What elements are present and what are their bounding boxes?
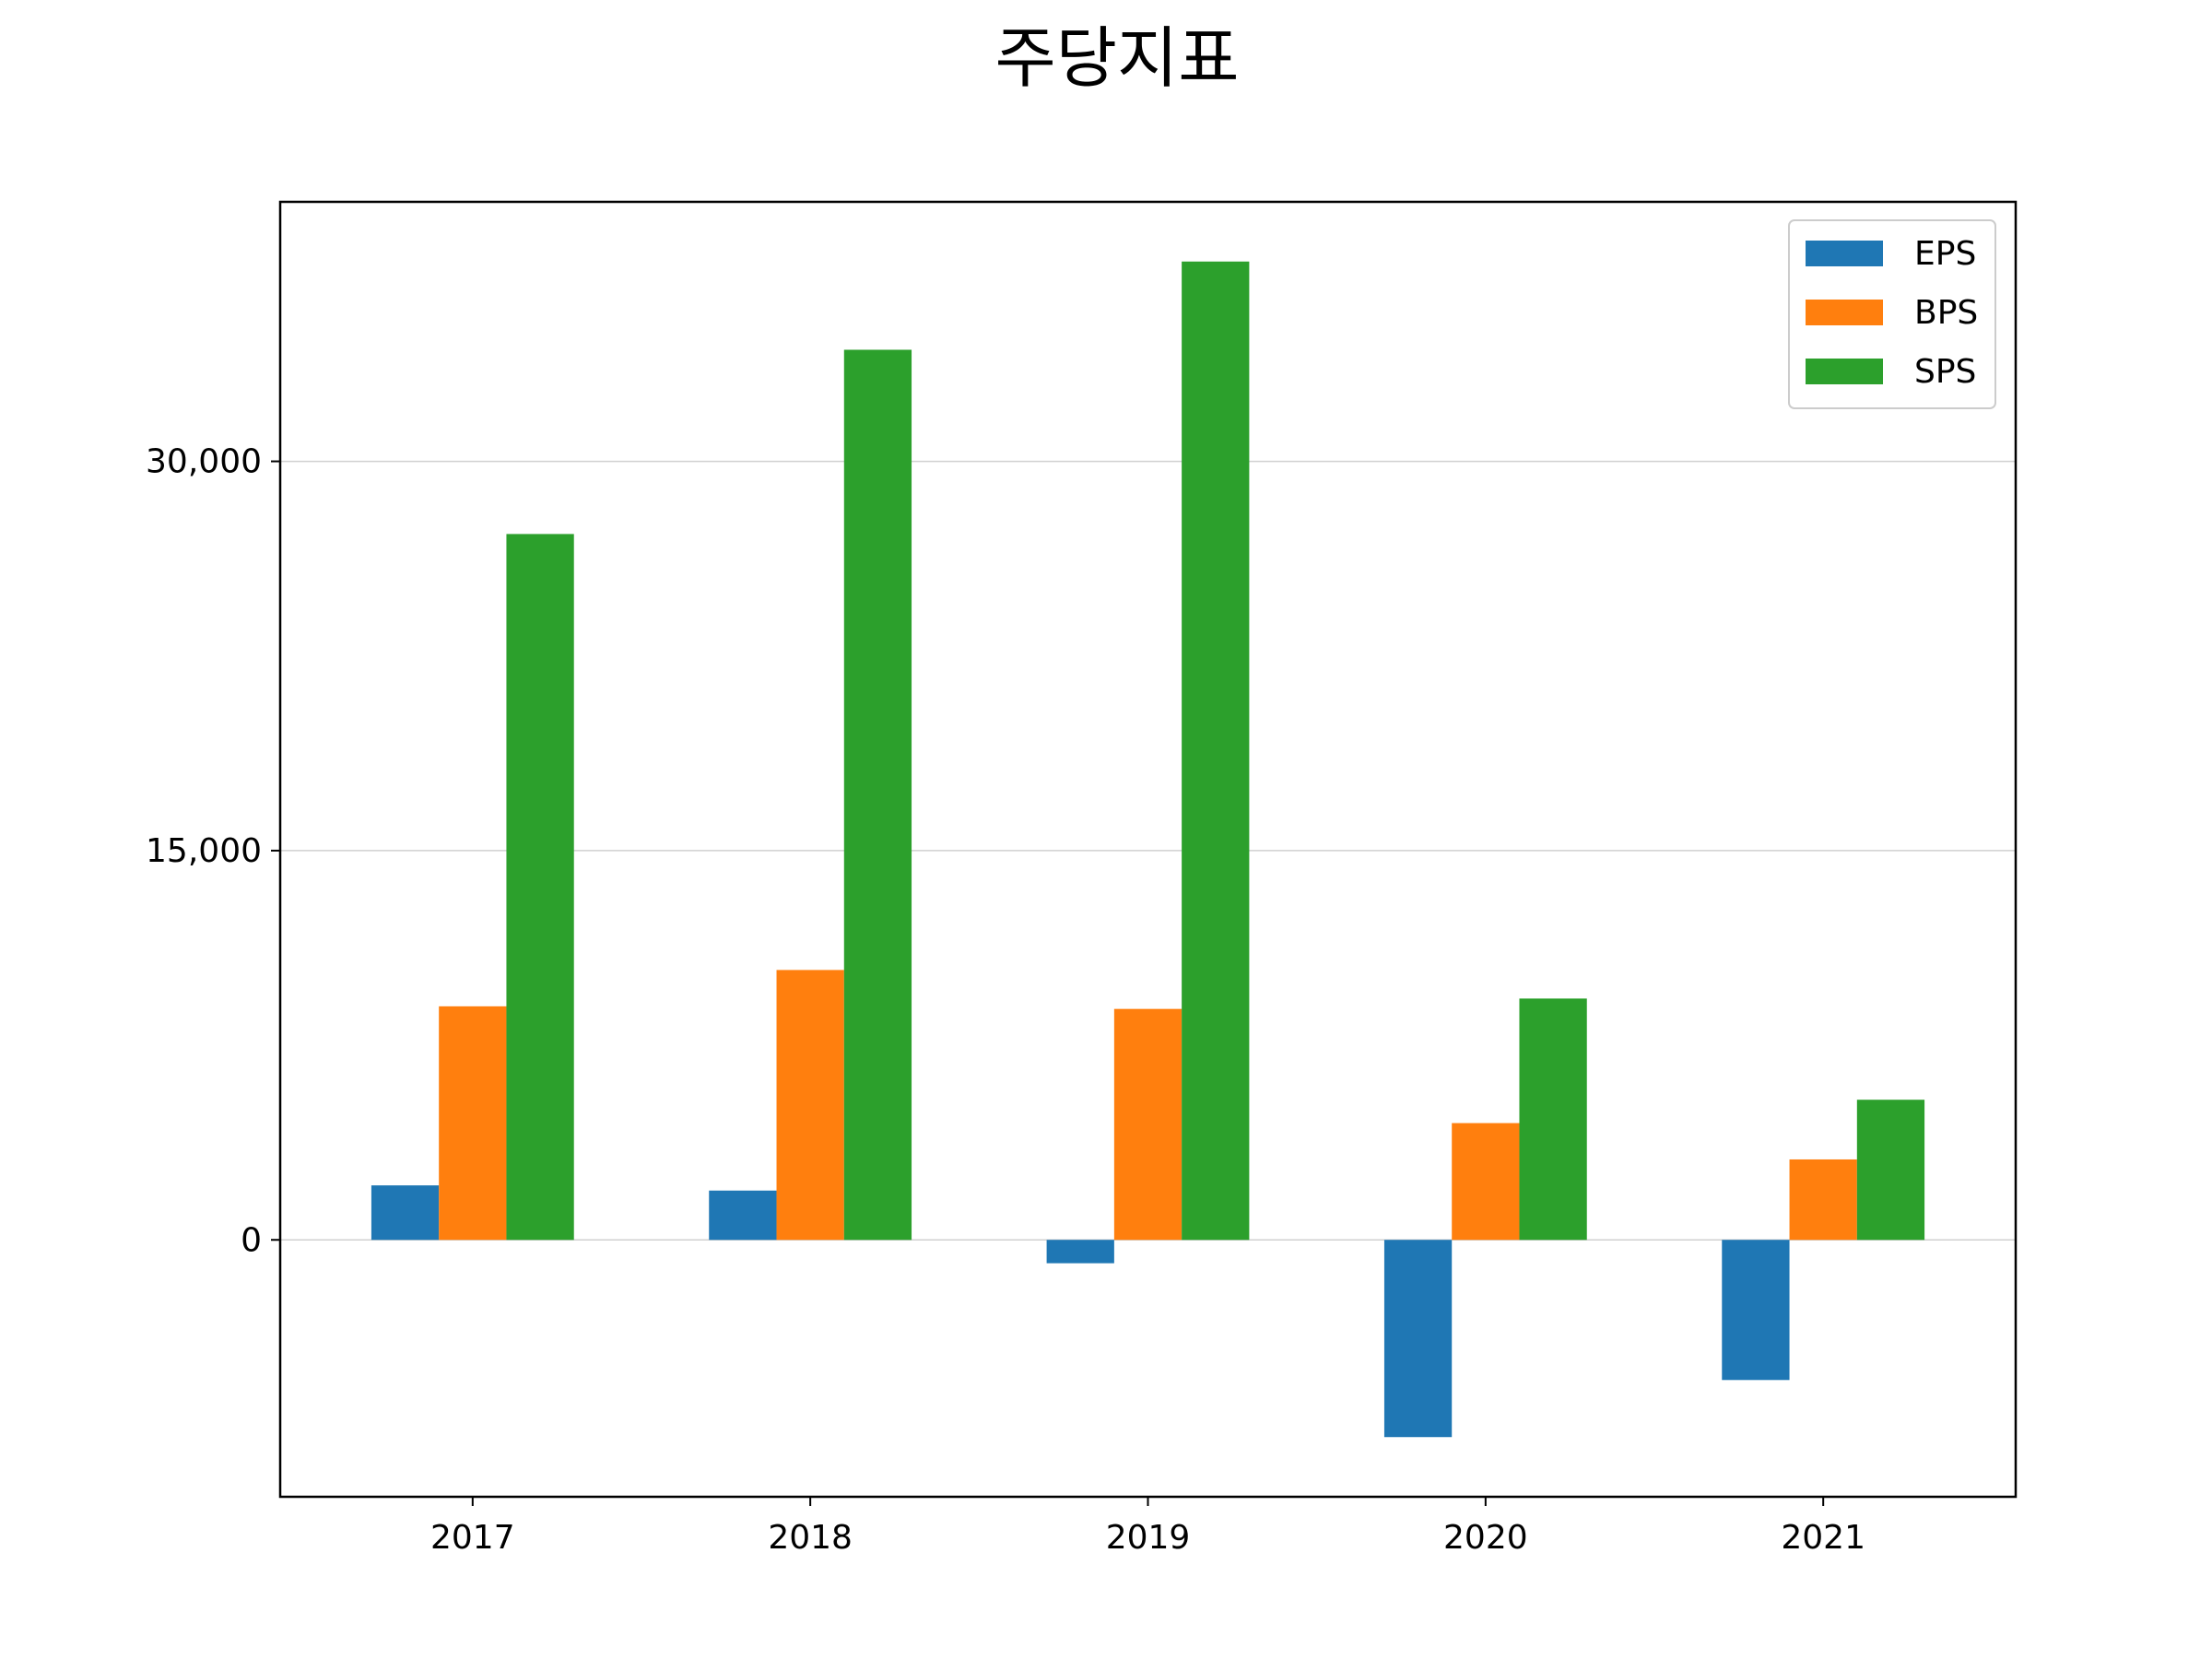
bar-bps-2020 — [1452, 1123, 1520, 1241]
bar-eps-2020 — [1383, 1240, 1453, 1438]
bar-sps-2021 — [1856, 1100, 1925, 1241]
bar-bps-2017 — [439, 1006, 507, 1241]
bar-bps-2018 — [776, 970, 844, 1241]
legend-label-bps: BPS — [1914, 294, 1978, 332]
bars — [371, 261, 1925, 1438]
bar-eps-2018 — [709, 1190, 777, 1241]
axis-ticks: 0 15,000 30,000 2017 2018 2019 2020 2021 — [146, 443, 1865, 1557]
legend-swatch-bps — [1806, 300, 1883, 325]
chart-title: 주당지표 — [995, 19, 1240, 97]
bar-bps-2019 — [1113, 1008, 1182, 1241]
x-tick-label: 2017 — [430, 1519, 515, 1557]
legend-swatch-sps — [1806, 359, 1883, 384]
legend-label-eps: EPS — [1914, 235, 1976, 273]
x-tick-label: 2021 — [1781, 1519, 1865, 1557]
legend: EPS BPS SPS — [1788, 219, 1996, 409]
y-tick-label: 0 — [241, 1221, 262, 1259]
bar-eps-2017 — [371, 1185, 440, 1241]
y-tick-label: 30,000 — [146, 443, 262, 481]
x-tick-label: 2020 — [1443, 1519, 1528, 1557]
x-tick-label: 2018 — [768, 1519, 853, 1557]
bar-bps-2021 — [1789, 1159, 1857, 1241]
legend-label-sps: SPS — [1914, 353, 1976, 391]
bar-sps-2017 — [506, 534, 574, 1241]
legend-swatch-eps — [1806, 241, 1883, 266]
y-tick-label: 15,000 — [146, 832, 262, 870]
bar-sps-2018 — [843, 349, 912, 1241]
bar-sps-2020 — [1519, 998, 1587, 1241]
bar-eps-2019 — [1046, 1240, 1114, 1264]
bar-eps-2021 — [1722, 1240, 1790, 1381]
bar-sps-2019 — [1182, 261, 1250, 1241]
x-tick-label: 2019 — [1106, 1519, 1191, 1557]
